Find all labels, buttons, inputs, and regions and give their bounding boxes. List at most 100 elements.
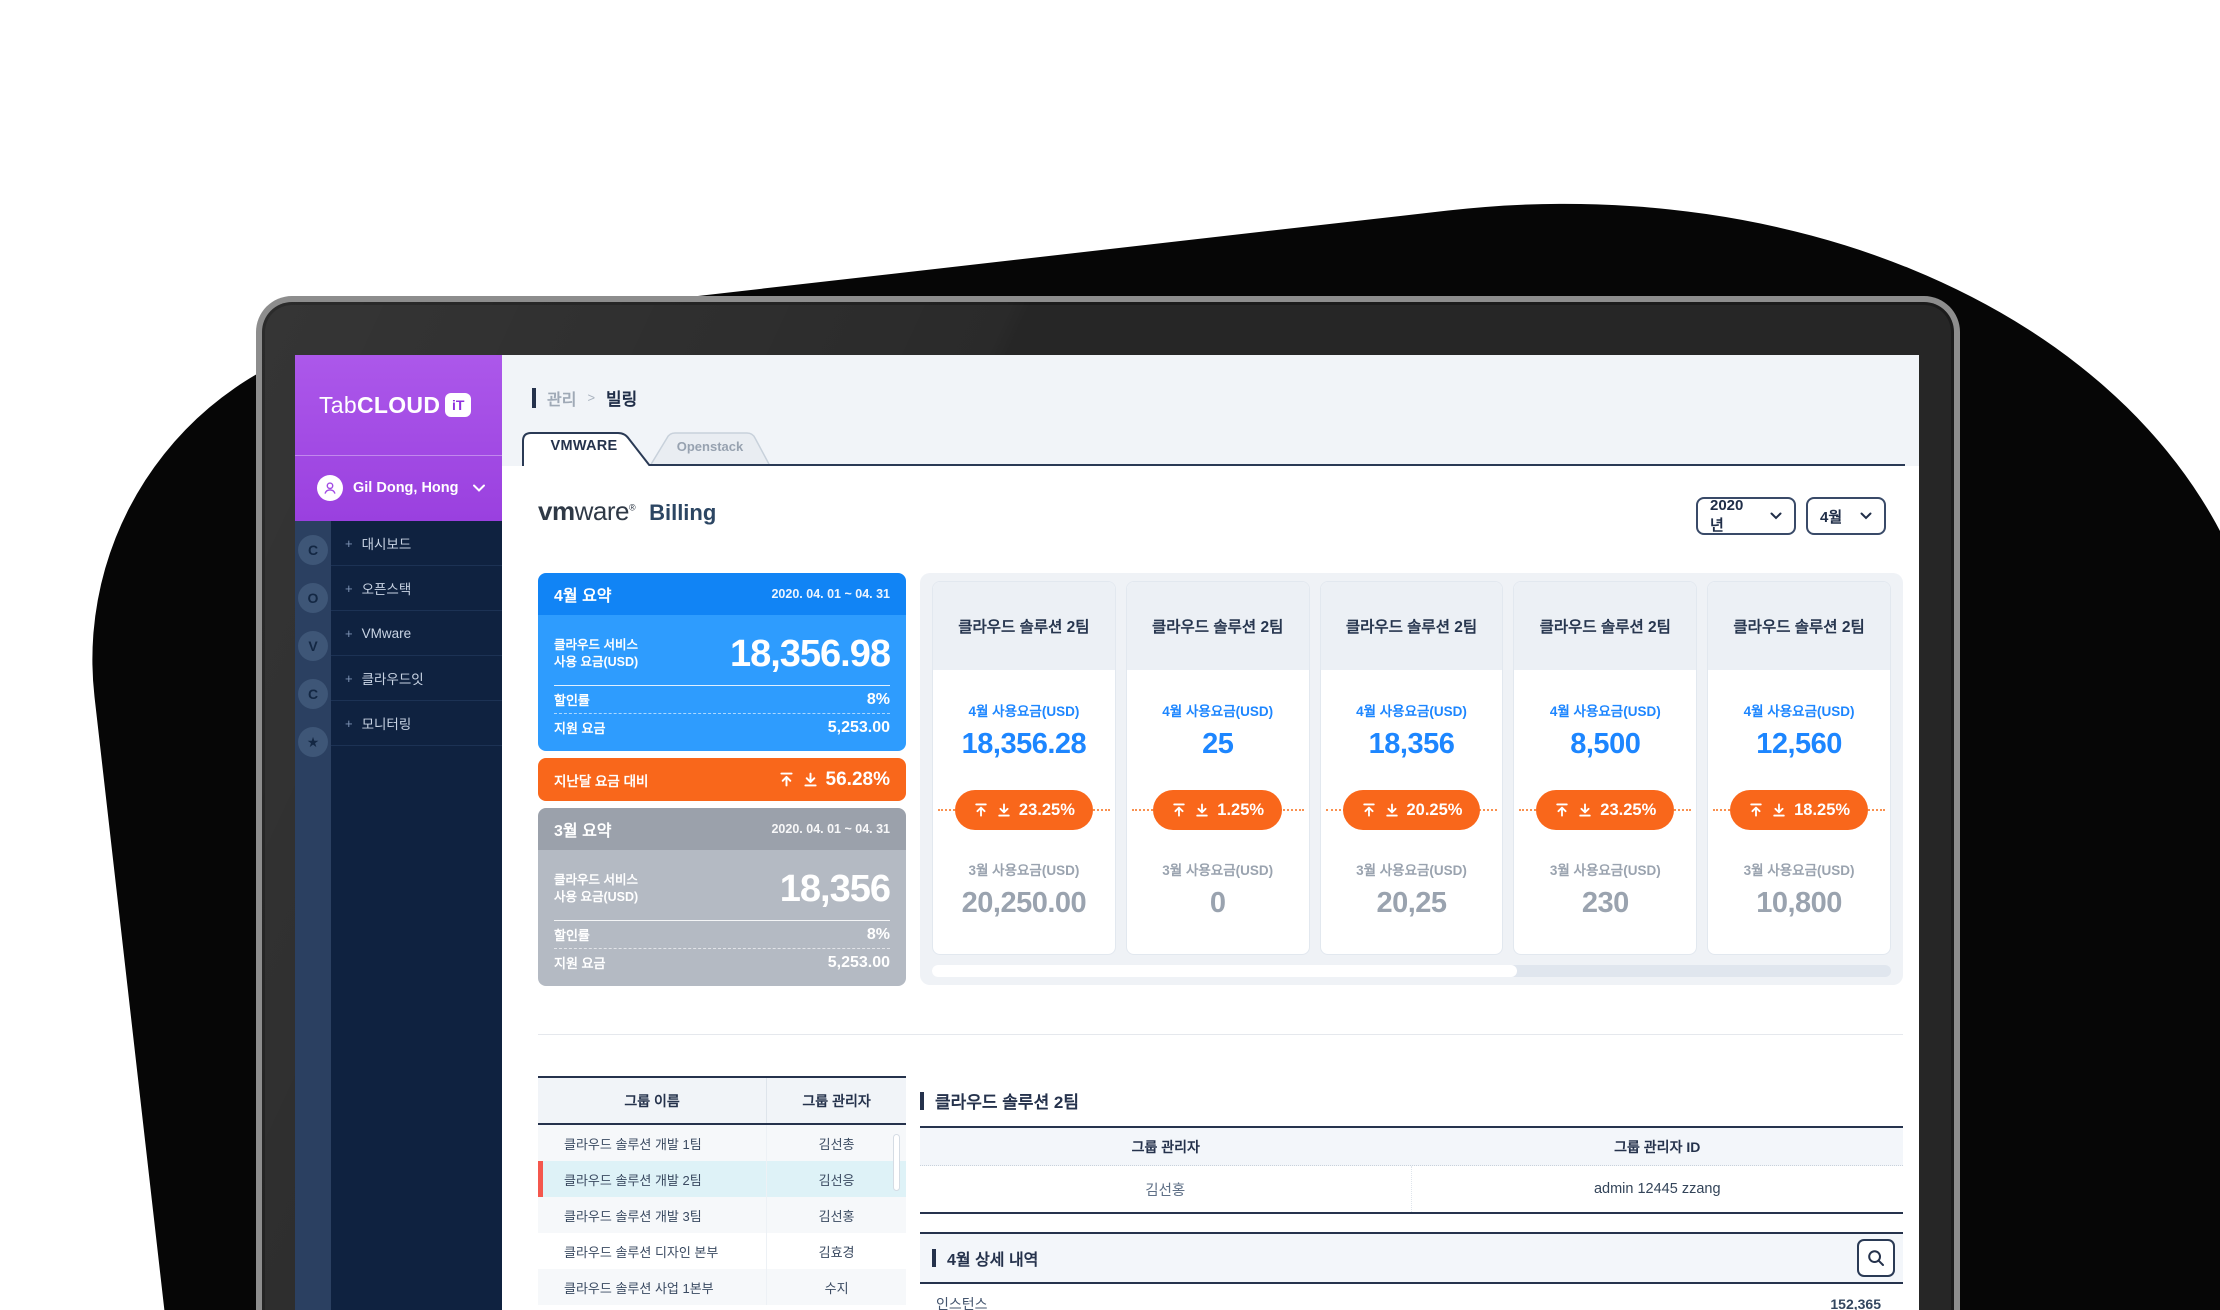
sidebar-item-label: 대시보드 <box>361 537 412 552</box>
logo-badge: iT <box>445 393 472 417</box>
group-table: 그룹 이름 그룹 관리자 클라우드 솔루션 개발 1팀 김선총 클라우드 솔루션… <box>538 1076 906 1305</box>
rail-star-icon[interactable]: ★ <box>298 727 328 757</box>
period-selectors: 2020년 4월 <box>1696 497 1886 535</box>
scrollbar-handle[interactable] <box>932 965 1517 977</box>
column-header-manager-id: 그룹 관리자 ID <box>1614 1138 1701 1155</box>
monthly-summary: 4월 요약 2020. 04. 01 ~ 04. 31 클라우드 서비스 사용 요… <box>538 573 906 986</box>
usage-label: 클라우드 서비스 사용 요금(USD) <box>554 638 639 669</box>
table-row[interactable]: 클라우드 솔루션 사업 1본부 수지 <box>538 1269 906 1305</box>
team-card: 클라우드 솔루션 2팀 4월 사용요금(USD) 12,560 18.25% 3 <box>1707 581 1891 955</box>
team-card-title: 클라우드 솔루션 2팀 <box>1126 582 1309 670</box>
user-name: Gil Dong, Hong <box>353 480 459 496</box>
chevron-down-icon <box>1770 512 1782 520</box>
rail-c2-icon[interactable]: C <box>298 679 328 709</box>
breadcrumb-section[interactable]: 관리 <box>547 391 577 409</box>
current-usage-value: 25 <box>1202 728 1234 760</box>
sidebar-item-cloudit[interactable]: + 클라우드잇 <box>331 656 502 701</box>
logo-name: CLOUD <box>356 391 441 418</box>
column-header-manager: 그룹 관리자 <box>1131 1138 1200 1155</box>
detail-section-title: 4월 상세 내역 <box>947 1252 1039 1269</box>
discount-label: 할인률 <box>554 693 590 708</box>
arrow-up-bar-icon <box>1362 803 1375 817</box>
detail-row-value: 152,365 <box>1830 1296 1881 1310</box>
rail-c1-icon[interactable]: C <box>298 535 328 565</box>
sidebar-item-openstack[interactable]: + 오픈스택 <box>331 566 502 611</box>
delta-badge: 23.25% <box>954 790 1093 830</box>
team-cards-row: 클라우드 솔루션 2팀 4월 사용요금(USD) 18,356.28 23.25% <box>932 581 1891 955</box>
arrow-down-bar-icon <box>1385 803 1398 817</box>
table-row[interactable]: 클라우드 솔루션 개발 2팀 김선응 <box>538 1161 906 1197</box>
table-row[interactable]: 클라우드 솔루션 개발 3팀 김선홍 <box>538 1197 906 1233</box>
arrow-up-bar-icon <box>779 772 793 787</box>
horizontal-scrollbar[interactable] <box>932 965 1891 977</box>
detail-row[interactable]: 인스턴스 152,365 <box>920 1284 1903 1310</box>
breadcrumb-current: 빌링 <box>606 390 638 409</box>
sidebar-item-label: VMware <box>361 625 412 641</box>
sidebar-icon-rail: C O V C ★ <box>295 521 331 1310</box>
manager-name: 김선홍 <box>920 1166 1412 1212</box>
sidebar-header: Tab CLOUD iT Gil Dong, Hong <box>295 355 502 521</box>
sidebar-menu: + 대시보드 + 오픈스택 + VMware + 클라우드잇 + 모니터링 <box>331 521 502 1310</box>
top-strip: 관리 > 빌링 Openstack VMWARE <box>502 355 1919 466</box>
previous-usage-value: 20,250.00 <box>961 887 1087 919</box>
team-detail-panel: 클라우드 솔루션 2팀 그룹 관리자 그룹 관리자 ID 김선홍 admin 1… <box>920 1076 1903 1310</box>
rail-openstack-icon[interactable]: O <box>298 583 328 613</box>
arrow-down-bar-icon <box>1196 803 1209 817</box>
arrow-down-bar-icon <box>998 803 1010 817</box>
current-month-card: 4월 요약 2020. 04. 01 ~ 04. 31 클라우드 서비스 사용 요… <box>538 573 906 751</box>
month-select[interactable]: 4월 <box>1806 497 1886 535</box>
title-accent-bar <box>920 1091 924 1110</box>
team-card: 클라우드 솔루션 2팀 4월 사용요금(USD) 25 1.25% 3월 사용요 <box>1125 581 1310 955</box>
table-row[interactable]: 클라우드 솔루션 개발 1팀 김선총 <box>538 1125 906 1161</box>
laptop-screen: Tab CLOUD iT Gil Dong, Hong C O V C ★ <box>295 355 1919 1310</box>
section-divider <box>538 1034 1903 1035</box>
sidebar-item-label: 오픈스택 <box>361 582 412 597</box>
discount-value: 8% <box>866 925 890 943</box>
arrow-up-bar-icon <box>1556 803 1569 817</box>
manager-table: 그룹 관리자 그룹 관리자 ID 김선홍 admin 12445 zzang <box>920 1126 1903 1214</box>
manager-id: admin 12445 zzang <box>1593 1181 1721 1197</box>
sidebar-item-monitoring[interactable]: + 모니터링 <box>331 701 502 746</box>
sidebar-item-vmware[interactable]: + VMware <box>331 611 502 656</box>
tab-openstack[interactable]: Openstack <box>646 430 774 466</box>
month-over-month-delta: 지난달 요금 대비 56.28% <box>538 758 906 801</box>
rail-vmware-icon[interactable]: V <box>298 631 328 661</box>
tab-vmware[interactable]: VMWARE <box>522 430 654 466</box>
search-button[interactable] <box>1857 1239 1895 1277</box>
title-accent-bar <box>932 1249 936 1267</box>
detail-section-header: 4월 상세 내역 <box>920 1234 1903 1284</box>
table-row[interactable]: 클라우드 솔루션 디자인 본부 김효경 <box>538 1233 906 1269</box>
card-title: 4월 요약 <box>554 588 612 605</box>
usage-value: 18,356 <box>779 867 891 910</box>
delta-badge: 18.25% <box>1730 790 1869 830</box>
team-card: 클라우드 솔루션 2팀 4월 사용요금(USD) 18,356.28 23.25% <box>932 581 1116 955</box>
current-usage-value: 12,560 <box>1756 728 1842 760</box>
team-card-title: 클라우드 솔루션 2팀 <box>1320 582 1503 670</box>
team-card-title: 클라우드 솔루션 2팀 <box>933 582 1115 670</box>
delta-value: 56.28% <box>825 768 890 790</box>
vertical-scrollbar[interactable] <box>893 1134 900 1191</box>
current-usage-value: 8,500 <box>1570 728 1641 760</box>
year-select[interactable]: 2020년 <box>1696 497 1796 535</box>
breadcrumb-accent-bar <box>532 387 536 408</box>
main-area: 관리 > 빌링 Openstack VMWARE vmware® Billing <box>502 355 1919 1310</box>
detail-row-label: 인스턴스 <box>936 1296 988 1310</box>
billing-content: vmware® Billing 2020년 4월 <box>502 466 1919 1310</box>
card-period: 2020. 04. 01 ~ 04. 31 <box>771 587 890 601</box>
breadcrumb-separator: > <box>587 390 596 405</box>
tabbar-underline <box>522 464 1905 466</box>
previous-usage-value: 230 <box>1581 887 1629 919</box>
chevron-down-icon <box>1860 512 1872 520</box>
chevron-down-icon <box>472 483 486 493</box>
team-card-title: 클라우드 솔루션 2팀 <box>1708 582 1890 670</box>
sidebar-item-dashboard[interactable]: + 대시보드 <box>331 521 502 566</box>
team-card: 클라우드 솔루션 2팀 4월 사용요금(USD) 8,500 23.25% 3월 <box>1513 581 1698 955</box>
expand-icon: + <box>345 625 353 641</box>
sidebar-item-label: 모니터링 <box>361 717 412 732</box>
user-menu[interactable]: Gil Dong, Hong <box>295 456 502 520</box>
vmware-logo: vmware® <box>538 496 636 526</box>
detail-title: 클라우드 솔루션 2팀 <box>920 1088 1903 1113</box>
manager-row: 김선홍 admin 12445 zzang <box>920 1166 1903 1212</box>
usage-value: 18,356.98 <box>729 632 891 675</box>
delta-badge: 1.25% <box>1153 790 1283 830</box>
